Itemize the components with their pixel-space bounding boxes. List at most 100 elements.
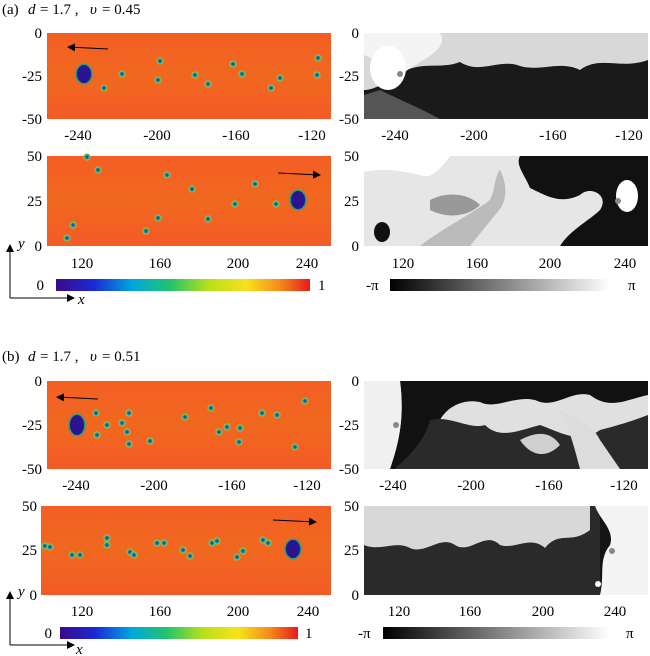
x-tick: 240 [604, 604, 627, 620]
y-tick: -50 [22, 462, 42, 478]
xy-axis-indicator: y x [6, 236, 85, 308]
amplitude-colorbar-max: 1 [318, 278, 326, 294]
x-tick: 120 [71, 256, 94, 272]
x-tick: -160 [539, 128, 567, 144]
direction-arrow [272, 517, 317, 526]
panel-b-label: (b) [2, 349, 20, 365]
phase-colorbar-max: π [628, 278, 636, 294]
y-tick: 0 [352, 588, 360, 604]
x-tick: 160 [149, 256, 172, 272]
y-tick: 25 [344, 194, 359, 210]
x-tick: -240 [379, 478, 407, 494]
y-tick: 0 [352, 26, 360, 42]
panel-a-v-symbol: υ [90, 2, 97, 18]
x-tick: 240 [297, 604, 320, 620]
amplitude-colorbar [60, 627, 298, 639]
vortex-core-center [291, 191, 305, 209]
panel-a-v-value: = 0.45 [102, 2, 140, 18]
y-tick: 0 [35, 239, 43, 255]
phase-field-b-bottom [364, 506, 648, 595]
defect-dots [41, 534, 272, 561]
panel-a: (a) d = 1.7 , υ = 0.45 0 -25 -50 -240 - [2, 2, 648, 308]
y-tick: -25 [339, 418, 359, 434]
panel-b-v-symbol: υ [90, 349, 97, 365]
panel-b-d-value: = 1.7 , [40, 349, 78, 365]
direction-arrow [67, 43, 109, 52]
x-tick: -200 [143, 128, 171, 144]
amplitude-colorbar-min: 0 [37, 278, 45, 294]
x-tick: -200 [460, 128, 488, 144]
y-tick: 0 [35, 26, 43, 42]
amplitude-colorbar [56, 279, 310, 291]
x-tick: -120 [293, 478, 321, 494]
vortex-core-center [77, 65, 91, 83]
x-tick: -120 [610, 478, 638, 494]
x-tick: 240 [296, 256, 319, 272]
direction-arrow [56, 393, 99, 402]
phase-colorbar [383, 627, 609, 639]
x-tick: 200 [227, 256, 250, 272]
direction-arrow [277, 170, 321, 179]
phase-colorbar-min: -π [358, 626, 371, 642]
phase-field-a-top [364, 33, 648, 119]
defect-dots [92, 397, 309, 451]
x-tick: 200 [539, 256, 562, 272]
y-tick: -50 [339, 112, 359, 128]
x-tick: -160 [218, 478, 246, 494]
amplitude-colorbar-min: 0 [45, 626, 53, 642]
defect-dots [100, 54, 322, 92]
x-tick: 200 [532, 604, 555, 620]
x-tick: -240 [62, 478, 90, 494]
panel-a-label: (a) [2, 2, 19, 18]
x-tick: 120 [392, 256, 415, 272]
x-tick: 160 [149, 604, 172, 620]
y-tick: 50 [22, 499, 37, 515]
x-tick: -200 [457, 478, 485, 494]
x-tick: 160 [466, 256, 489, 272]
y-axis-letter: y [16, 584, 25, 600]
y-tick: 50 [344, 149, 359, 165]
x-tick: -160 [222, 128, 250, 144]
phase-colorbar [390, 279, 610, 291]
y-tick: 0 [352, 239, 360, 255]
x-axis-letter: x [77, 292, 85, 308]
y-tick: 50 [344, 499, 359, 515]
y-axis-letter: y [16, 236, 25, 252]
x-tick: -120 [298, 128, 326, 144]
x-axis-letter: x [75, 642, 83, 656]
amplitude-colorbar-max: 1 [305, 626, 313, 642]
panel-b-d-symbol: d [28, 349, 36, 365]
panel-a-d-symbol: d [28, 2, 36, 18]
y-tick: -25 [22, 69, 42, 85]
x-tick: 120 [388, 604, 411, 620]
vortex-core-center [286, 540, 300, 558]
amplitude-field-a-top [47, 33, 331, 119]
y-tick: 0 [35, 374, 43, 390]
x-tick: 200 [227, 604, 250, 620]
x-tick: -240 [381, 128, 409, 144]
x-tick: -240 [64, 128, 92, 144]
phase-field-a-bottom [364, 156, 648, 246]
x-tick: 240 [614, 256, 637, 272]
panel-a-d-value: = 1.7 , [40, 2, 78, 18]
panel-b-v-value: = 0.51 [102, 349, 140, 365]
y-tick: 25 [22, 543, 37, 559]
x-tick: -200 [140, 478, 168, 494]
x-tick: -160 [535, 478, 563, 494]
x-tick: 160 [459, 604, 482, 620]
y-tick: -50 [22, 112, 42, 128]
y-tick: 0 [352, 374, 360, 390]
y-tick: 25 [27, 194, 42, 210]
y-tick: 0 [30, 588, 38, 604]
vortex-core-center [70, 415, 84, 435]
phase-colorbar-min: -π [366, 278, 379, 294]
xy-axis-indicator: y x [6, 584, 83, 656]
panel-b: (b) d = 1.7 , υ = 0.51 [2, 349, 648, 656]
defect-dots [63, 153, 280, 242]
x-tick: -120 [615, 128, 643, 144]
y-tick: 50 [27, 149, 42, 165]
x-tick: 120 [71, 604, 94, 620]
amplitude-field-b-top [47, 381, 331, 469]
y-tick: 25 [344, 543, 359, 559]
